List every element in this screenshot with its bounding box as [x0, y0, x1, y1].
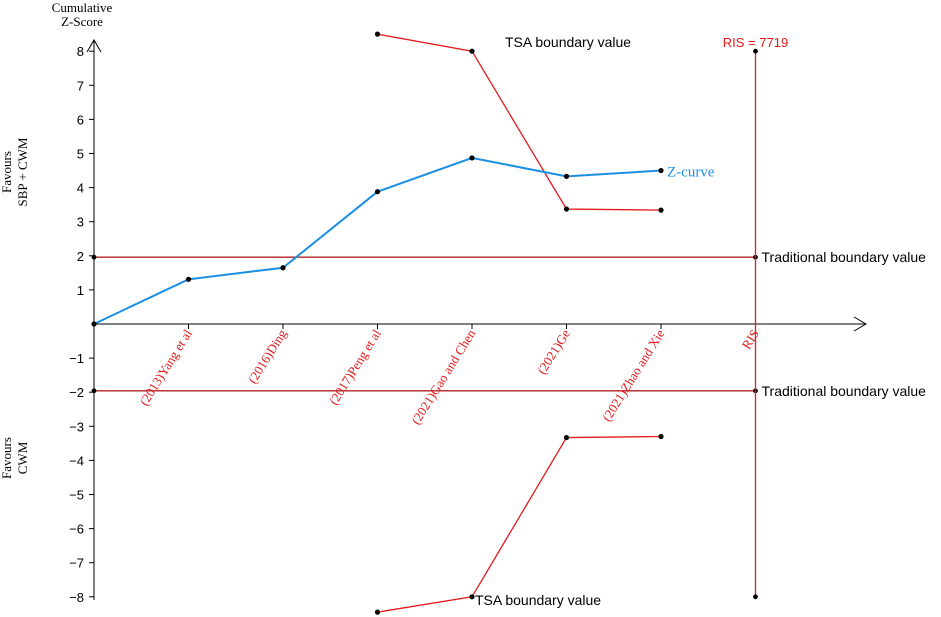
x-axis-arrow [853, 316, 867, 332]
z-curve-label: Z-curve [667, 165, 715, 181]
x-tick-label: (2021)Ge [534, 326, 573, 376]
y-tick-label: −5 [69, 488, 84, 503]
boundary-point [91, 254, 97, 260]
tsa-upper-line-point [563, 206, 570, 212]
y-tick-label: 5 [77, 147, 84, 162]
tsa-upper-line-point [469, 48, 475, 54]
favours-top-label: Favours [0, 151, 14, 193]
y-axis-title-line: Cumulative [52, 0, 113, 15]
z-curve-line-point [91, 321, 97, 327]
favours-bottom-label: CWM [15, 441, 30, 474]
tsa-lower-line-point [469, 594, 475, 600]
y-tick-label: 7 [77, 78, 84, 93]
favours-bottom-label: Favours [0, 437, 14, 479]
z-curve-line-point [563, 173, 570, 179]
tsa-lower-line-point [374, 609, 381, 615]
z-curve-line-point [658, 167, 664, 174]
y-axis-arrow [86, 39, 102, 53]
tsa-lower-line-point [658, 433, 664, 440]
z-curve-line-point [280, 265, 286, 271]
z-curve-line-point [185, 276, 192, 282]
y-tick-label: −8 [69, 590, 84, 605]
y-tick-label: −6 [69, 522, 84, 537]
tsa-lower-line [377, 435, 662, 613]
ris-point [753, 594, 758, 600]
y-tick-label: −2 [69, 385, 84, 400]
tsa-upper-line-point [374, 31, 381, 37]
x-tick-label: (2016)Ding [245, 326, 290, 386]
tsa-upper-line-point [658, 207, 664, 213]
ris-label: RIS = 7719 [723, 35, 788, 50]
traditional-upper-label: Traditional boundary value [762, 249, 927, 265]
x-tick-label: (2017)Peng et al [326, 326, 384, 407]
y-tick-label: 2 [77, 249, 84, 264]
y-tick-label: 4 [77, 181, 84, 196]
y-tick-label: −7 [69, 556, 84, 571]
axes: −8 −7 −6 −5 −4 −3 −2 −1 1 2 3 4 5 6 7 8 [69, 39, 867, 605]
y-tick-label: 3 [77, 215, 84, 230]
y-tick-label: 6 [77, 112, 84, 127]
z-curve-line-point [469, 155, 475, 161]
series-lines [91, 31, 758, 615]
x-tick-label: (2021)Gao and Chen [408, 326, 479, 427]
x-tick-label: RIS [739, 327, 762, 352]
y-axis-title-line: Z-Score [61, 14, 103, 29]
tsa-lower-line-point [563, 434, 570, 441]
ris-point [753, 48, 758, 54]
tsa-upper-line [377, 33, 662, 211]
z-curve-line [93, 156, 662, 325]
x-tick-label: (2013)Yang et al [136, 326, 195, 408]
boundary-point [91, 388, 97, 394]
y-tick-label: −1 [69, 351, 84, 366]
traditional-lower-label: Traditional boundary value [762, 383, 927, 399]
y-tick-label: −4 [69, 453, 84, 468]
y-tick-label: 8 [77, 44, 84, 59]
favours-top-label: SBP + CWM [15, 137, 30, 206]
tsa-lower-label: TSA boundary value [475, 592, 601, 608]
tsa-upper-label: TSA boundary value [505, 34, 631, 50]
y-tick-label: −3 [69, 419, 84, 434]
z-curve-line-point [374, 189, 381, 195]
x-tick-label: (2021)Zhao and Xie [599, 326, 668, 424]
y-tick-label: 1 [77, 283, 84, 298]
